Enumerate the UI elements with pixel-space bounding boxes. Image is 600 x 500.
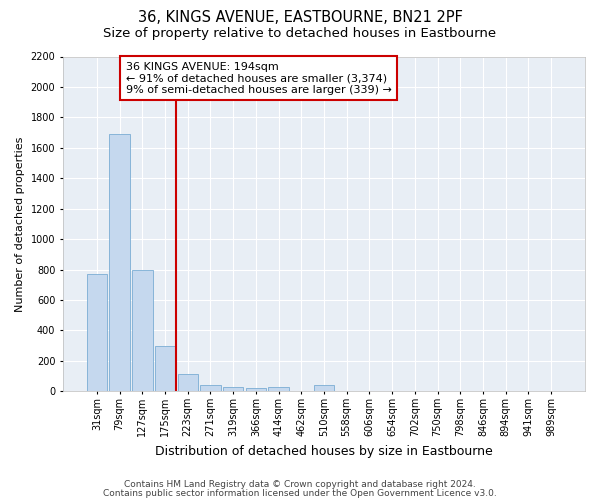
Text: 36 KINGS AVENUE: 194sqm
← 91% of detached houses are smaller (3,374)
9% of semi-: 36 KINGS AVENUE: 194sqm ← 91% of detache… bbox=[125, 62, 391, 94]
Bar bbox=[132, 270, 152, 391]
X-axis label: Distribution of detached houses by size in Eastbourne: Distribution of detached houses by size … bbox=[155, 444, 493, 458]
Bar bbox=[86, 274, 107, 391]
Bar bbox=[109, 134, 130, 391]
Bar bbox=[155, 346, 175, 391]
Text: Contains public sector information licensed under the Open Government Licence v3: Contains public sector information licen… bbox=[103, 489, 497, 498]
Text: 36, KINGS AVENUE, EASTBOURNE, BN21 2PF: 36, KINGS AVENUE, EASTBOURNE, BN21 2PF bbox=[137, 10, 463, 25]
Bar bbox=[245, 388, 266, 391]
Bar bbox=[223, 386, 244, 391]
Text: Contains HM Land Registry data © Crown copyright and database right 2024.: Contains HM Land Registry data © Crown c… bbox=[124, 480, 476, 489]
Bar bbox=[178, 374, 198, 391]
Y-axis label: Number of detached properties: Number of detached properties bbox=[15, 136, 25, 312]
Text: Size of property relative to detached houses in Eastbourne: Size of property relative to detached ho… bbox=[103, 28, 497, 40]
Bar bbox=[314, 385, 334, 391]
Bar bbox=[268, 386, 289, 391]
Bar bbox=[200, 385, 221, 391]
